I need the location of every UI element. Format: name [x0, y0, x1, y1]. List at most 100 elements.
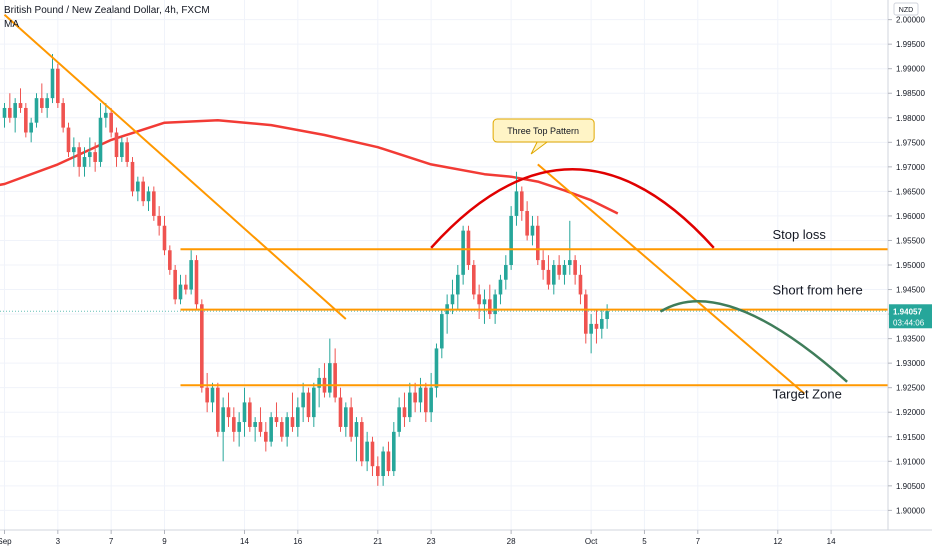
candle-body: [56, 68, 60, 104]
candle-body: [109, 112, 113, 133]
candle-body: [551, 265, 556, 285]
price-tick-label: 1.99000: [896, 65, 925, 74]
candle-body: [573, 260, 577, 275]
time-tick-label: 3: [56, 537, 61, 546]
price-tick-label: 1.92500: [896, 384, 925, 393]
candle-body: [280, 422, 284, 437]
candle-body: [344, 407, 348, 427]
candle-body: [567, 260, 572, 265]
time-tick-label: 14: [240, 537, 249, 546]
downtrend-line-2: [537, 163, 806, 395]
candle-body: [221, 407, 225, 432]
candle-body: [216, 387, 220, 432]
time-tick-label: 5: [642, 537, 647, 546]
drawings: [0, 13, 888, 395]
downtrend-line-1: [3, 13, 347, 320]
candle-body: [45, 98, 49, 108]
time-tick-label: 7: [696, 537, 701, 546]
candle-body: [50, 68, 55, 99]
currency-label: NZD: [899, 7, 913, 14]
price-tick-label: 1.95000: [896, 261, 925, 270]
candle-body: [408, 392, 412, 418]
candle-body: [402, 407, 407, 418]
time-tick-label: Sep: [0, 537, 12, 546]
candle-body: [152, 191, 156, 216]
candle-body: [253, 422, 257, 427]
candle-body: [114, 132, 119, 158]
candle-body: [514, 191, 519, 216]
price-tick-label: 1.93500: [896, 335, 925, 344]
candle-body: [2, 107, 7, 118]
price-tick-label: 1.90000: [896, 506, 925, 515]
price-tick-label: 1.90500: [896, 482, 925, 491]
candle-body: [237, 422, 241, 432]
candle-body: [178, 284, 183, 300]
candle-body: [98, 117, 103, 162]
price-tick-label: 1.96000: [896, 212, 925, 221]
candle-body: [312, 387, 316, 418]
candle-body: [440, 314, 444, 349]
currency-badge: [893, 2, 919, 16]
time-tick-label: 28: [507, 537, 516, 546]
candle-body: [232, 417, 236, 432]
short-entry-label: Short from here: [772, 282, 862, 297]
candle-body: [258, 422, 263, 432]
candle-body: [370, 441, 375, 467]
candle-body: [173, 269, 177, 300]
candle-body: [546, 269, 551, 285]
candle-body: [141, 181, 145, 202]
price-tick-label: 1.93000: [896, 359, 925, 368]
candle-body: [104, 112, 108, 118]
candle-body: [72, 147, 76, 153]
price-tick-label: 1.92000: [896, 408, 925, 417]
candle-body: [66, 127, 71, 153]
candle-body: [493, 294, 497, 315]
candle-body: [541, 260, 545, 270]
three-top-arc: [430, 168, 715, 249]
candle-body: [317, 377, 321, 388]
candle-body: [520, 191, 524, 212]
candles: [2, 53, 609, 486]
candle-body: [386, 451, 391, 472]
candle-body: [589, 323, 593, 334]
candle-body: [301, 392, 305, 408]
price-tick-label: 1.91000: [896, 457, 925, 466]
stop-loss-label: Stop loss: [772, 227, 826, 242]
candle-body: [360, 422, 364, 462]
candle-body: [466, 230, 471, 265]
candle-body: [562, 265, 567, 275]
candle-body: [536, 225, 540, 261]
time-tick-label: 12: [773, 537, 782, 546]
candle-body: [461, 230, 465, 275]
candle-body: [365, 441, 369, 462]
candle-body: [578, 274, 583, 295]
candle-body: [77, 147, 81, 167]
time-tick-label: 21: [373, 537, 382, 546]
time-tick-label: 23: [427, 537, 436, 546]
price-tick-label: 1.97500: [896, 138, 925, 147]
candle-body: [472, 265, 476, 295]
candle-body: [136, 181, 140, 192]
callout: Three Top Pattern: [492, 118, 595, 155]
candle-body: [248, 402, 252, 427]
last-price-box: [889, 304, 932, 329]
candle-body: [40, 98, 44, 108]
candle-body: [392, 431, 396, 472]
candle-body: [397, 407, 401, 432]
candle-body: [184, 284, 188, 290]
time-tick-label: 14: [827, 537, 836, 546]
candle-body: [189, 260, 193, 290]
candle-body: [418, 387, 423, 403]
price-tick-label: 1.97000: [896, 163, 925, 172]
candle-body: [354, 422, 359, 437]
callout-pointer: [530, 141, 549, 155]
price-tick-label: 2.00000: [896, 16, 925, 25]
candle-body: [269, 417, 273, 442]
price-tick-label: 1.95500: [896, 236, 925, 245]
candle-body: [120, 142, 124, 158]
candle-body: [93, 152, 97, 162]
candle-body: [29, 122, 33, 133]
callout-text: Three Top Pattern: [507, 126, 579, 136]
